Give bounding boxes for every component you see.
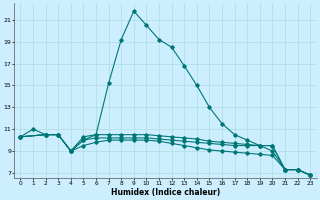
X-axis label: Humidex (Indice chaleur): Humidex (Indice chaleur): [111, 188, 220, 197]
